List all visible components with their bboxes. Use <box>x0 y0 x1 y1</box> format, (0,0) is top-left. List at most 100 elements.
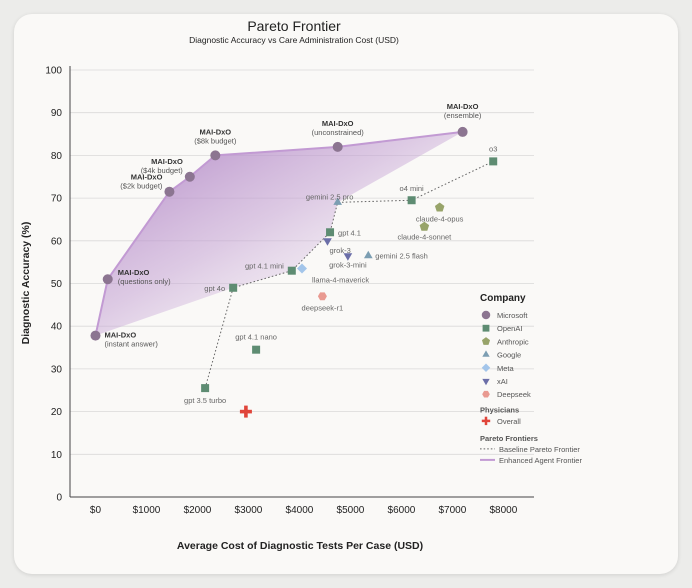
x-axis-label: Average Cost of Diagnostic Tests Per Cas… <box>177 540 423 552</box>
marker-mai-dxo-ensemble <box>457 126 468 137</box>
legend-label-deepseek: Deepseek <box>497 390 531 399</box>
point-label-mai-dxo: MAI-DxO <box>131 173 163 182</box>
point-label-gpt-4o: gpt 4o <box>204 284 225 293</box>
enhanced-frontier-area <box>95 131 463 336</box>
marker-gpt-3-5-turbo <box>201 384 210 393</box>
y-tick-label: 40 <box>51 322 63 333</box>
legend-label-openai: OpenAI <box>497 324 522 333</box>
marker-deepseek-r1 <box>317 292 327 301</box>
marker-mai-dxo-8k-budget <box>210 150 221 161</box>
x-tick-label: $2000 <box>184 505 212 516</box>
legend-label-google: Google <box>497 351 521 360</box>
marker-o4-mini <box>407 196 416 205</box>
x-tick-label: $1000 <box>133 505 161 516</box>
y-tick-label: 80 <box>51 151 63 162</box>
point-label-grok-3-mini: grok-3-mini <box>329 261 367 270</box>
cross-bar-v <box>484 416 488 426</box>
legend-marker-meta <box>481 363 491 373</box>
point-sublabel: ($2k budget) <box>120 182 163 191</box>
legend-label-meta: Meta <box>497 364 515 373</box>
marker-overall <box>239 405 252 418</box>
x-tick-label: $0 <box>90 505 102 516</box>
marker-gpt-4-1-mini <box>287 266 296 275</box>
pareto-chart: Pareto Frontier Diagnostic Accuracy vs C… <box>20 18 582 552</box>
point-label-grok-3: grok-3 <box>329 246 350 255</box>
marker-gpt-4-1 <box>326 228 335 237</box>
frontier-fill <box>95 131 463 336</box>
x-tick-label: $6000 <box>388 505 416 516</box>
point-label-llama-4-maverick: llama-4-maverick <box>312 276 369 285</box>
data-points <box>90 126 498 418</box>
point-sublabel: (ensemble) <box>444 111 482 120</box>
point-label-claude-4-opus: claude-4-opus <box>416 214 464 223</box>
chart-title: Pareto Frontier <box>247 18 341 34</box>
point-sublabel: (instant answer) <box>104 340 158 349</box>
axis-ticks: 0 10 20 30 40 50 60 70 80 90 100 $0 $1000 $2000 $3000 $… <box>45 66 517 517</box>
x-tick-label: $4000 <box>286 505 314 516</box>
point-label-gpt-4-1: gpt 4.1 <box>338 228 361 237</box>
legend-label-anthropic: Anthropic <box>497 337 529 346</box>
point-label-mai-dxo: MAI-DxO <box>199 127 231 136</box>
x-tick-label: $3000 <box>235 505 263 516</box>
cross-bar-v <box>244 405 248 418</box>
legend-physicians-title: Physicians <box>480 405 519 414</box>
point-sublabel: (questions only) <box>118 277 171 286</box>
point-label-mai-dxo: MAI-DxO <box>104 331 136 340</box>
point-sublabel: (unconstrained) <box>312 128 365 137</box>
y-tick-label: 50 <box>51 279 63 290</box>
marker-llama-4-maverick <box>297 263 307 274</box>
point-label-mai-dxo: MAI-DxO <box>151 157 183 166</box>
marker-mai-dxo-questions-only <box>102 274 113 285</box>
legend-label-enhanced-agent-frontier: Enhanced Agent Frontier <box>499 456 582 465</box>
point-label-gemini-2-5-pro: gemini 2.5 pro <box>306 192 354 201</box>
point-label-gpt-4-1-mini: gpt 4.1 mini <box>245 262 284 271</box>
point-label-deepseek-r1: deepseek-r1 <box>302 303 344 312</box>
legend-frontiers-title: Pareto Frontiers <box>480 434 538 443</box>
point-labels: MAI-DxO(instant answer)MAI-DxO(questions… <box>104 102 497 405</box>
legend: Company Microsoft OpenAI Anthropic Google Met… <box>480 293 582 465</box>
marker-mai-dxo-4k-budget <box>184 171 195 182</box>
legend-marker-xai <box>482 378 490 386</box>
marker-claude-4-opus <box>434 202 445 212</box>
chart-subtitle: Diagnostic Accuracy vs Care Administrati… <box>189 35 399 45</box>
marker-mai-dxo-unconstrained <box>332 141 343 152</box>
legend-marker-microsoft <box>481 310 491 320</box>
point-label-gemini-2-5-flash: gemini 2.5 flash <box>375 252 428 261</box>
legend-label-baseline-pareto-frontier: Baseline Pareto Frontier <box>499 445 580 454</box>
marker-mai-dxo-2k-budget <box>164 186 175 197</box>
point-label-o3: o3 <box>489 144 497 153</box>
point-label-claude-4-sonnet: claude-4-sonnet <box>397 233 452 242</box>
legend-marker-anthropic <box>481 337 491 345</box>
point-label-o4-mini: o4 mini <box>400 184 425 193</box>
y-tick-label: 70 <box>51 194 63 205</box>
legend-label-physicians-overall: Overall <box>497 417 521 426</box>
marker-claude-4-sonnet <box>419 221 430 231</box>
marker-grok-3 <box>323 238 332 246</box>
point-sublabel: ($4k budget) <box>141 166 184 175</box>
chart-card: Pareto Frontier Diagnostic Accuracy vs C… <box>14 14 678 574</box>
y-tick-label: 10 <box>51 450 63 461</box>
legend-marker-physicians-overall <box>481 416 491 426</box>
legend-label-xai: xAI <box>497 377 508 386</box>
point-label-mai-dxo: MAI-DxO <box>322 119 354 128</box>
marker-mai-dxo-instant-answer <box>90 330 101 341</box>
x-tick-label: $8000 <box>490 505 518 516</box>
y-tick-label: 90 <box>51 108 63 119</box>
point-label-mai-dxo: MAI-DxO <box>118 268 150 277</box>
legend-label-microsoft: Microsoft <box>497 311 528 320</box>
y-tick-label: 100 <box>45 66 62 77</box>
y-axis-label: Diagnostic Accuracy (%) <box>20 222 32 345</box>
y-tick-label: 0 <box>56 493 62 504</box>
y-tick-label: 60 <box>51 236 63 247</box>
point-sublabel: ($8k budget) <box>194 136 237 145</box>
marker-grok-3-mini <box>343 253 353 261</box>
marker-gemini-2-5-flash <box>363 250 373 259</box>
legend-marker-openai <box>482 324 490 332</box>
marker-gpt-4-1-nano <box>252 345 261 354</box>
marker-o3 <box>489 157 498 166</box>
marker-gemini-2-5-pro <box>333 197 343 205</box>
point-label-gpt-3-5-turbo: gpt 3.5 turbo <box>184 396 226 405</box>
marker-gpt-4o <box>229 283 238 292</box>
point-label-mai-dxo: MAI-DxO <box>447 102 479 111</box>
legend-marker-deepseek <box>482 390 490 398</box>
